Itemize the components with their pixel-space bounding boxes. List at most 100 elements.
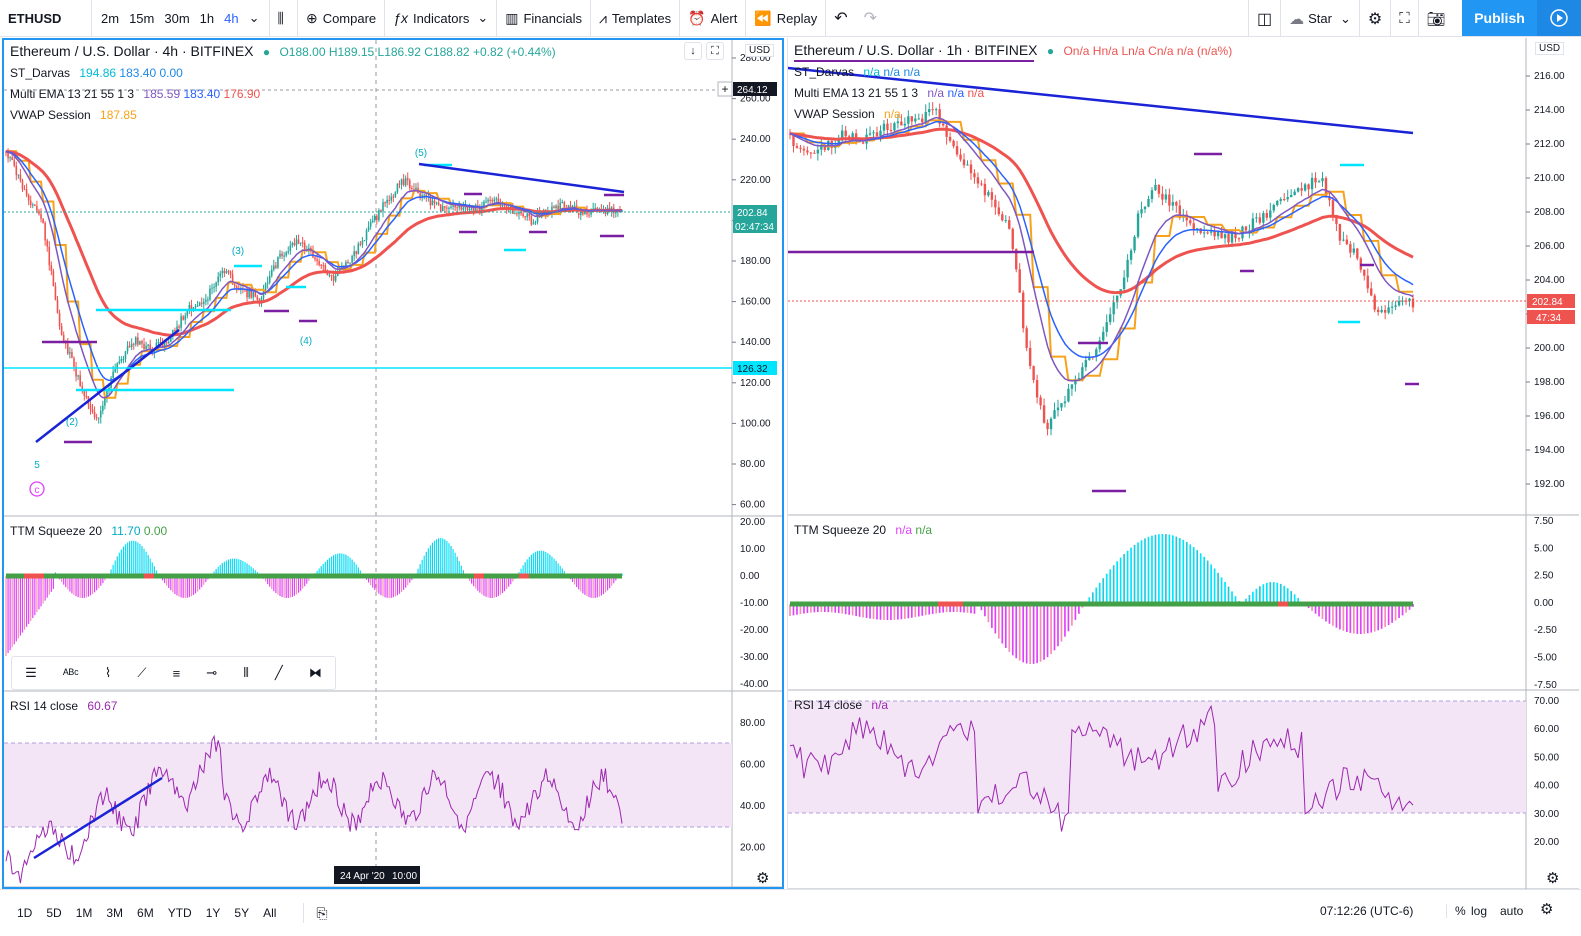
range-1d[interactable]: 1D: [17, 906, 33, 920]
replay-button[interactable]: ⏪ Replay: [746, 0, 827, 37]
ray-icon[interactable]: ╱: [274, 665, 283, 680]
ttm-bar: [598, 576, 600, 597]
rsi-tick-label: 30.00: [1534, 809, 1559, 820]
candle-body: [205, 299, 207, 302]
abc-pattern-icon[interactable]: ᴬᴮᶜ: [62, 665, 79, 681]
percent-toggle[interactable]: %: [1446, 904, 1466, 918]
ttm-bar: [215, 569, 217, 576]
financials-button[interactable]: ▥ Financials: [497, 0, 591, 37]
left-maximize-button[interactable]: ⛶: [706, 42, 724, 60]
chart-type-button[interactable]: ⫼: [270, 0, 298, 37]
candle-body: [9, 157, 11, 159]
ttm-bar: [460, 565, 462, 576]
trend-line-icon[interactable]: ⟋: [137, 665, 147, 680]
elliott-wave-icon[interactable]: ⌇: [104, 665, 112, 680]
indicators-button[interactable]: ƒx Indicators ⌄: [385, 0, 498, 37]
right-settings-gear-icon[interactable]: ⚙: [1546, 870, 1560, 887]
fib-icon[interactable]: ≡: [172, 665, 181, 681]
timeframe-2m[interactable]: 2m: [101, 10, 120, 26]
left-symbol-title[interactable]: Ethereum / U.S. Dollar · 4h · BITFINEX: [10, 43, 254, 59]
ema-13-line: [789, 116, 1414, 382]
right-darvas-label[interactable]: ST_Darvas: [794, 65, 855, 79]
pattern-icon[interactable]: ⧓: [308, 665, 322, 680]
ttm-bar: [561, 568, 563, 576]
publish-dropdown-button[interactable]: [1537, 0, 1581, 36]
candle-body: [472, 208, 475, 211]
left-vwap-label[interactable]: VWAP Session: [10, 108, 91, 122]
timeframe-15m[interactable]: 15m: [129, 10, 155, 26]
right-symbol-title[interactable]: Ethereum / U.S. Dollar · 1h · BITFINEX: [794, 42, 1038, 58]
candle-body: [983, 183, 987, 196]
left-ttm-label[interactable]: TTM Squeeze 20: [10, 524, 103, 538]
ttm-bar: [935, 604, 938, 614]
right-chart-pane[interactable]: 216.00 214.00 212.00 210.00 208.00 206.00 204.…: [787, 38, 1579, 889]
ttm-bar: [170, 576, 172, 591]
alert-button[interactable]: ⏰ Alert: [680, 0, 747, 37]
auto-toggle[interactable]: auto: [1500, 904, 1524, 918]
range-ytd[interactable]: YTD: [167, 906, 192, 920]
left-rsi-label[interactable]: RSI 14 close: [10, 699, 79, 713]
timeframe-30m[interactable]: 30m: [164, 10, 190, 26]
ttm-bar: [1011, 604, 1014, 656]
range-all[interactable]: All: [263, 906, 277, 920]
timeframe-4h[interactable]: 4h: [224, 10, 239, 26]
go-to-date-button[interactable]: ⎘: [303, 903, 328, 923]
templates-button[interactable]: ⩘ Templates: [591, 0, 681, 37]
left-settings-gear-icon[interactable]: ⚙: [756, 870, 770, 887]
ttm-bar: [438, 538, 440, 576]
lines-icon[interactable]: ☰: [25, 665, 37, 680]
candle-body: [137, 337, 139, 345]
clock-label[interactable]: 07:12:26 (UTC-6): [1320, 904, 1414, 918]
candle-body: [969, 164, 973, 174]
ttm-bar: [349, 557, 351, 576]
right-rsi-label[interactable]: RSI 14 close: [794, 698, 863, 712]
range-3m[interactable]: 3M: [106, 906, 124, 920]
compare-button[interactable]: ⊕ Compare: [298, 0, 386, 37]
candle-body: [452, 204, 454, 207]
layout-name-button[interactable]: ☁ Star ⌄: [1281, 0, 1360, 37]
right-ttm-label[interactable]: TTM Squeeze 20: [794, 523, 887, 537]
left-chart-canvas[interactable]: 280.00260.00240.00220.00200.00180.00160.…: [4, 40, 782, 887]
snapshot-button[interactable]: 📷︎: [1419, 0, 1454, 37]
left-currency-label[interactable]: USD: [745, 44, 775, 57]
left-ttm-legend: TTM Squeeze 20 11.70 0.00: [10, 521, 167, 542]
layout-button[interactable]: ◫: [1248, 0, 1282, 37]
fullscreen-button[interactable]: ⛶: [1391, 0, 1419, 37]
range-1y[interactable]: 1Y: [205, 906, 221, 920]
ttm-bar: [938, 604, 941, 613]
candle-body: [328, 274, 331, 276]
settings-button[interactable]: ⚙: [1360, 0, 1392, 37]
left-darvas-label[interactable]: ST_Darvas: [10, 66, 71, 80]
left-chart-pane[interactable]: 280.00260.00240.00220.00200.00180.00160.…: [2, 38, 784, 889]
range-1m[interactable]: 1M: [75, 906, 93, 920]
left-ema-label[interactable]: Multi EMA 13 21 55 1 3: [10, 87, 135, 101]
right-chart-canvas[interactable]: 216.00 214.00 212.00 210.00 208.00 206.00 204.…: [788, 38, 1579, 889]
right-ema-label[interactable]: Multi EMA 13 21 55 1 3: [794, 86, 919, 100]
range-6m[interactable]: 6M: [137, 906, 154, 920]
undo-button[interactable]: ↶: [826, 0, 855, 37]
ttm-bar: [1206, 560, 1209, 604]
horizontal-line-icon[interactable]: ⊸: [206, 665, 218, 680]
ruler-icon[interactable]: ⫴: [243, 665, 249, 680]
publish-button[interactable]: Publish: [1462, 0, 1537, 36]
redo-button[interactable]: ↷: [856, 0, 885, 37]
log-toggle[interactable]: log: [1471, 904, 1488, 918]
ema-13-line: [5, 150, 622, 399]
right-vwap-label[interactable]: VWAP Session: [794, 107, 875, 121]
candle-body: [586, 210, 588, 215]
ttm-bar: [328, 558, 331, 576]
ttm-bar: [904, 604, 906, 619]
bottom-settings-gear-icon[interactable]: ⚙: [1540, 901, 1554, 918]
candle-body: [408, 180, 411, 189]
candle-body: [118, 361, 121, 364]
right-currency-label[interactable]: USD: [1535, 42, 1565, 55]
ttm-bar: [398, 576, 401, 594]
chevron-down-icon[interactable]: ⌄: [248, 10, 260, 25]
symbol-search[interactable]: ETHUSD: [0, 0, 92, 37]
range-5y[interactable]: 5Y: [234, 906, 250, 920]
candle-body: [225, 271, 228, 274]
left-scroll-down-button[interactable]: ↓: [684, 42, 702, 60]
rsi-tick-label: 20.00: [1534, 837, 1559, 848]
timeframe-1h[interactable]: 1h: [199, 10, 215, 26]
range-5d[interactable]: 5D: [46, 906, 62, 920]
